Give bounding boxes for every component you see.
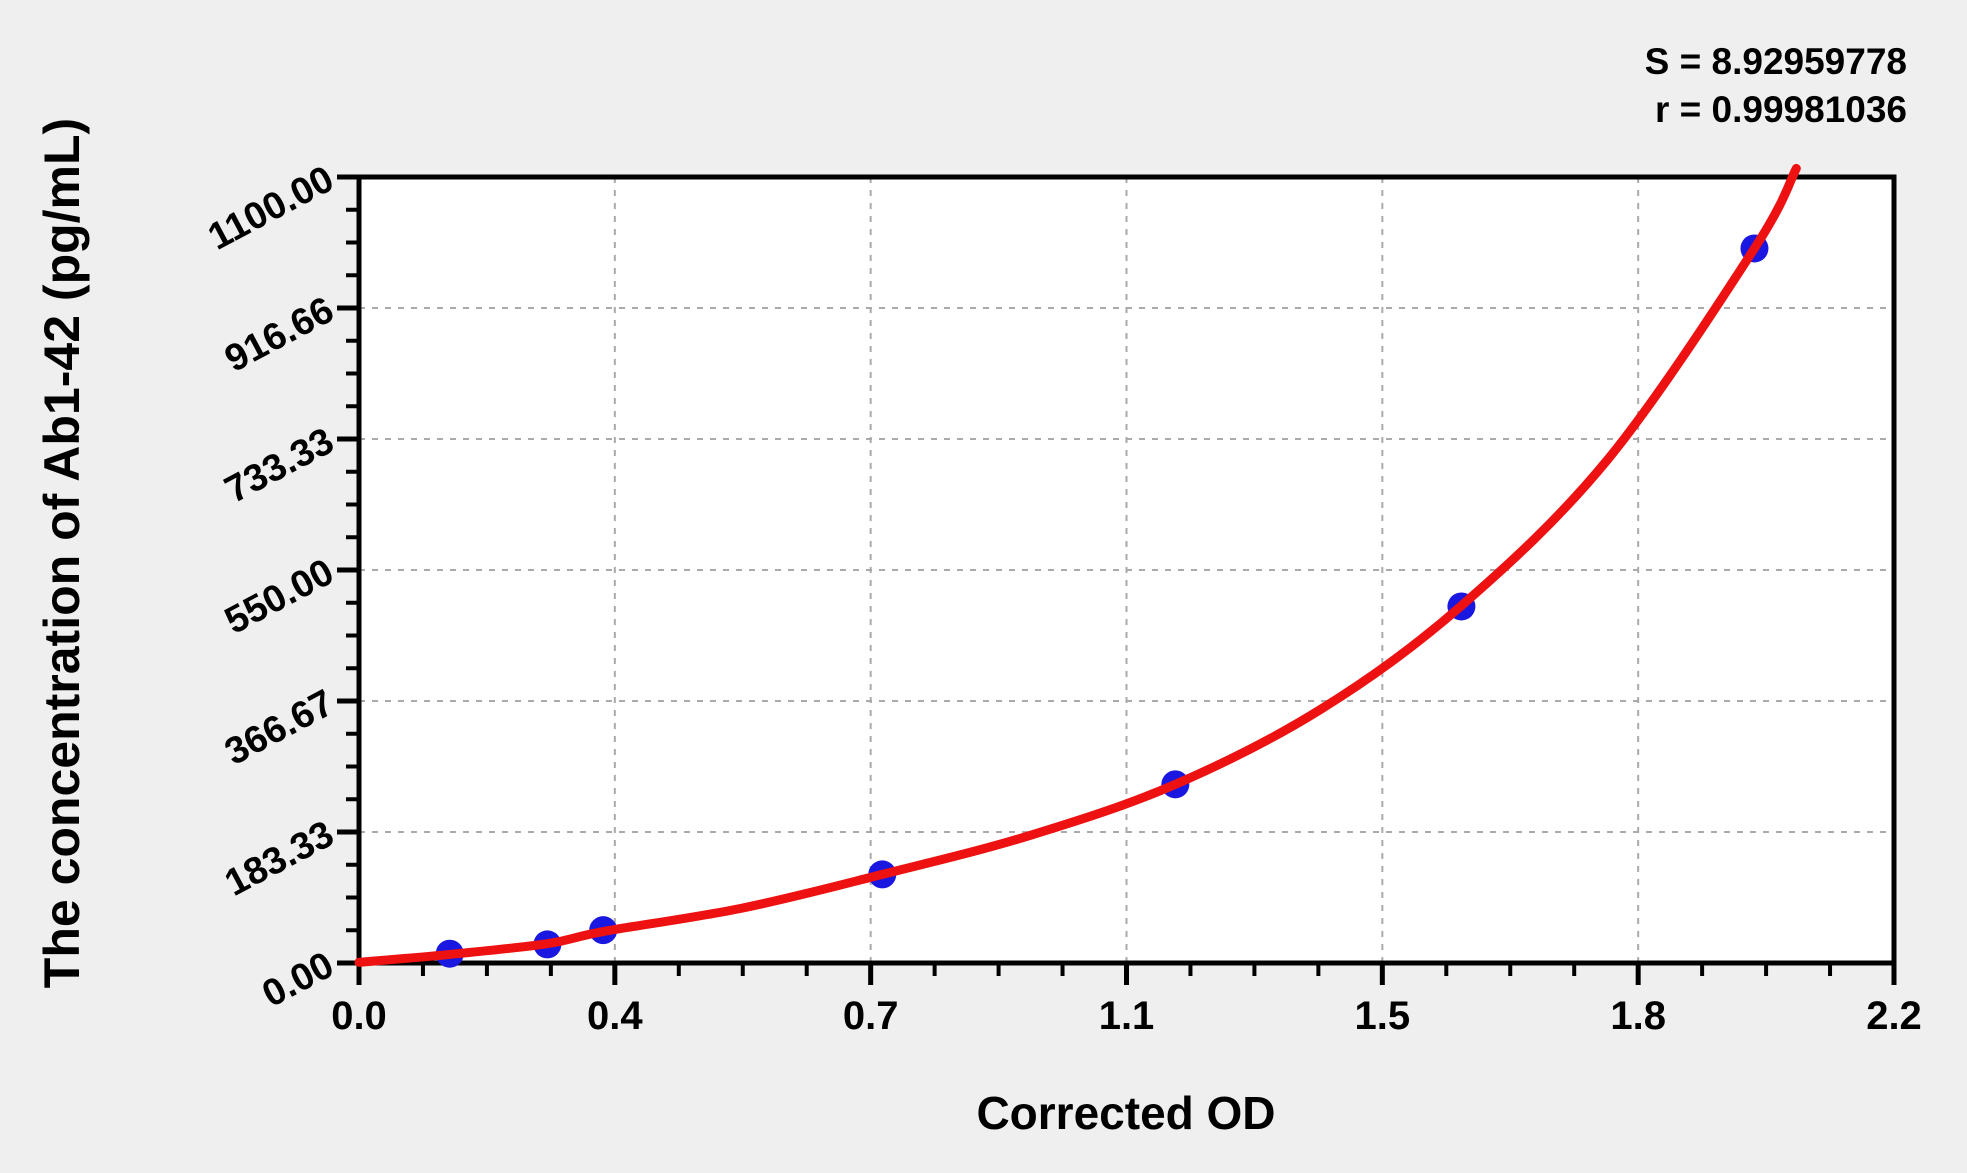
x-tick-label: 1.8 bbox=[1610, 994, 1666, 1038]
x-tick-label: 0.4 bbox=[587, 994, 643, 1038]
fit-statistics: S = 8.92959778 r = 0.99981036 bbox=[1645, 38, 1907, 134]
x-tick-label: 1.5 bbox=[1354, 994, 1411, 1038]
fitted-curve bbox=[354, 163, 1801, 967]
x-axis-title: Corrected OD bbox=[976, 1087, 1276, 1139]
x-tick-label: 0.0 bbox=[331, 994, 387, 1038]
x-tick-label: 1.1 bbox=[1098, 994, 1155, 1038]
x-tick-label: 2.2 bbox=[1866, 994, 1922, 1038]
y-axis-title: The concentration of Ab1-42 (pg/mL) bbox=[34, 117, 90, 989]
fit-r-value: r = 0.99981036 bbox=[1654, 89, 1907, 131]
x-tick-label: 0.7 bbox=[842, 994, 899, 1038]
fit-s-value: S = 8.92959778 bbox=[1644, 41, 1907, 82]
